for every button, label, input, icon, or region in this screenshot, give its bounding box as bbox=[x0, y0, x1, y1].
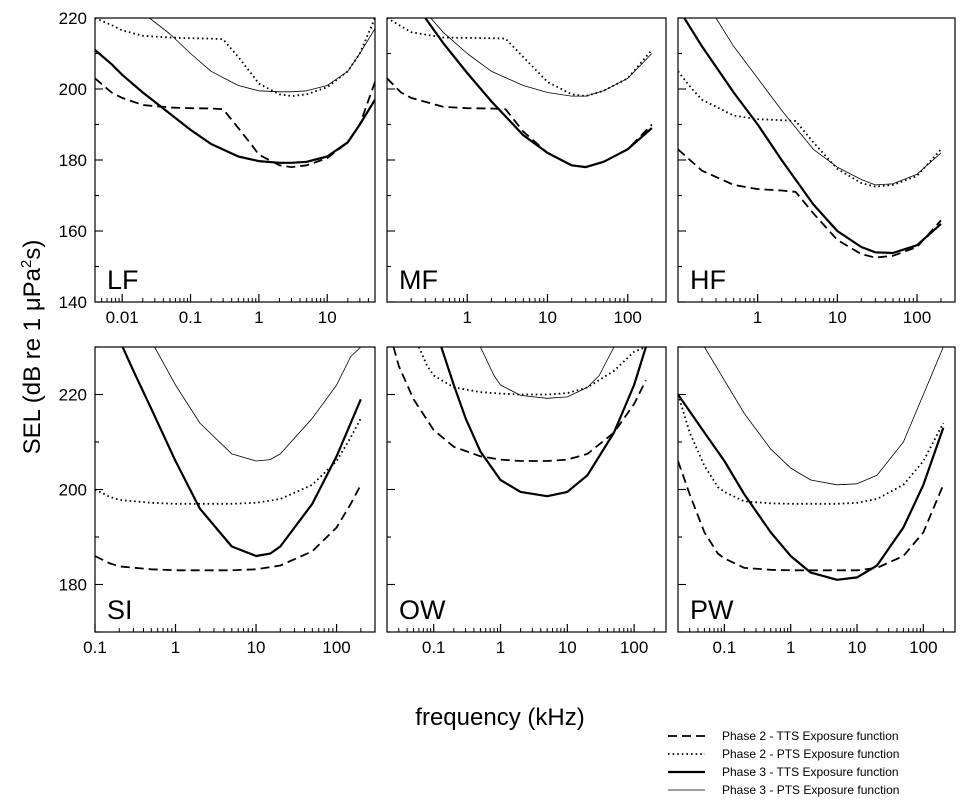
series-line-dotted bbox=[678, 394, 945, 505]
x-tick-label: 10 bbox=[318, 308, 337, 327]
panel-pw: 0.1 1 10 100 PW bbox=[677, 346, 956, 657]
series-group bbox=[678, 347, 945, 581]
series-line-dashed bbox=[392, 347, 647, 462]
plot-frame bbox=[386, 346, 667, 633]
series-line-dotted bbox=[418, 347, 647, 396]
series-line-solid-thin bbox=[430, 18, 653, 97]
series-line-dashed bbox=[95, 484, 362, 572]
x-tick-label: 0.1 bbox=[422, 638, 446, 657]
series-line-solid-thick bbox=[440, 347, 647, 498]
x-tick-label: 10 bbox=[848, 638, 867, 657]
series-group bbox=[678, 18, 942, 259]
y-tick-label: 200 bbox=[59, 80, 87, 99]
x-tick-label: 1 bbox=[463, 308, 472, 327]
x-tick-label: 100 bbox=[909, 638, 937, 657]
series-line-solid-thick bbox=[424, 18, 653, 169]
x-tick-label: 1 bbox=[496, 638, 505, 657]
y-tick-label: 160 bbox=[59, 222, 87, 241]
x-tick-label: 100 bbox=[903, 308, 931, 327]
panel-label: OW bbox=[399, 595, 446, 625]
legend-label: Phase 2 - PTS Exposure function bbox=[722, 747, 899, 761]
plot-frame bbox=[94, 17, 376, 303]
y-tick-label: 140 bbox=[59, 293, 87, 312]
legend-label: Phase 3 - TTS Exposure function bbox=[722, 765, 899, 779]
y-tick-label: 180 bbox=[59, 576, 87, 595]
y-tick-label: 220 bbox=[59, 386, 87, 405]
legend: Phase 2 - TTS Exposure function Phase 2 -… bbox=[668, 729, 899, 797]
x-tick-label: 0.1 bbox=[713, 638, 737, 657]
panel-label: HF bbox=[690, 265, 726, 295]
panel-mf: 1 10 100 MF bbox=[386, 17, 667, 327]
x-tick-label: 10 bbox=[828, 308, 847, 327]
x-tick-label: 1 bbox=[171, 638, 180, 657]
x-tick-label: 1 bbox=[753, 308, 762, 327]
panel-label: SI bbox=[107, 595, 133, 625]
series-line-solid-thin bbox=[704, 347, 944, 486]
x-tick-label: 100 bbox=[322, 638, 350, 657]
x-tick-label: 0.1 bbox=[83, 638, 107, 657]
series-line-solid-thin bbox=[715, 18, 942, 186]
x-tick-label: 1 bbox=[786, 638, 795, 657]
plot-frame bbox=[677, 17, 956, 303]
y-axis-title: SEL (dB re 1 μPa2s) bbox=[18, 240, 46, 455]
series-line-solid-thin bbox=[480, 347, 615, 399]
series-line-solid-thick bbox=[678, 393, 945, 581]
series-line-dashed bbox=[387, 77, 653, 169]
x-tick-label: 10 bbox=[558, 638, 577, 657]
x-tick-label: 100 bbox=[614, 308, 642, 327]
series-line-solid-thin bbox=[149, 18, 375, 93]
series-group bbox=[387, 18, 653, 169]
x-tick-label: 1 bbox=[254, 308, 263, 327]
series-line-dashed bbox=[678, 148, 942, 259]
x-tick-label: 100 bbox=[620, 638, 648, 657]
panel-hf: 1 10 100 HF bbox=[677, 17, 956, 327]
panel-si: 0.1 1 10 100 180 200 220 SI bbox=[59, 346, 376, 657]
y-axis-title-superscript: 2 bbox=[18, 260, 35, 268]
series-group bbox=[95, 18, 375, 169]
series-group bbox=[392, 347, 647, 498]
x-tick-label: 0.1 bbox=[179, 308, 203, 327]
plot-frame bbox=[677, 346, 956, 633]
panel-label: PW bbox=[690, 595, 734, 625]
legend-label: Phase 3 - PTS Exposure function bbox=[722, 783, 899, 797]
x-tick-label: 0.01 bbox=[106, 308, 139, 327]
x-axis-title: frequency (kHz) bbox=[415, 704, 584, 731]
series-line-dotted bbox=[95, 417, 362, 505]
series-line-solid-thick bbox=[683, 18, 942, 255]
y-tick-label: 180 bbox=[59, 151, 87, 170]
legend-label: Phase 2 - TTS Exposure function bbox=[722, 729, 899, 743]
series-line-solid-thin bbox=[154, 347, 362, 462]
series-group bbox=[95, 347, 362, 572]
series-line-dotted bbox=[387, 18, 653, 97]
series-line-dotted bbox=[678, 70, 942, 188]
panel-ow: 0.1 1 10 100 OW bbox=[386, 346, 667, 657]
panel-lf: 0.01 0.1 1 10 140 160 180 200 220 LF bbox=[59, 9, 376, 327]
y-tick-label: 220 bbox=[59, 9, 87, 28]
y-tick-label: 200 bbox=[59, 481, 87, 500]
panel-label: LF bbox=[107, 265, 139, 295]
x-tick-label: 10 bbox=[247, 638, 266, 657]
panel-label: MF bbox=[399, 265, 438, 295]
x-tick-label: 10 bbox=[538, 308, 557, 327]
series-line-dashed bbox=[95, 77, 375, 169]
series-line-solid-thick bbox=[95, 49, 375, 164]
series-line-solid-thick bbox=[121, 347, 362, 558]
series-line-dashed bbox=[678, 460, 945, 572]
series-line-dotted bbox=[95, 18, 375, 97]
